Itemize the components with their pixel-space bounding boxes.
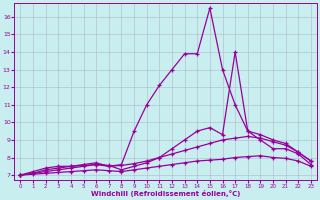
- X-axis label: Windchill (Refroidissement éolien,°C): Windchill (Refroidissement éolien,°C): [91, 190, 240, 197]
